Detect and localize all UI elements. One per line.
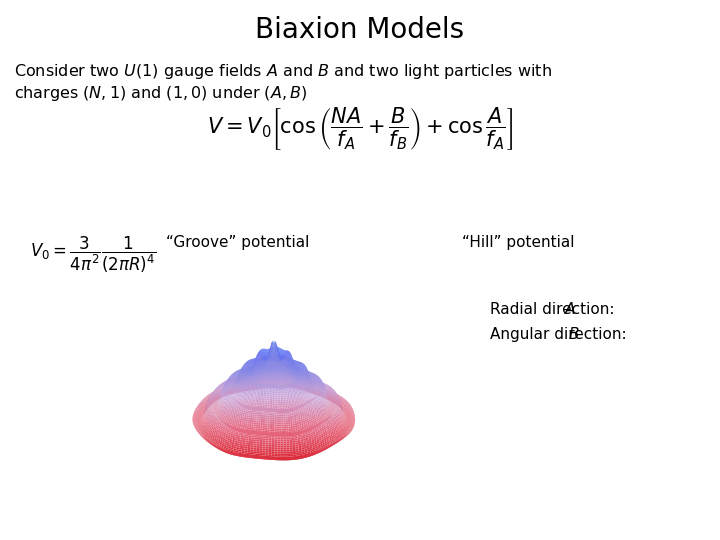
Text: “Groove” potential: “Groove” potential	[166, 235, 310, 250]
Text: Angular direction:: Angular direction:	[490, 327, 631, 342]
Text: Radial direction:: Radial direction:	[490, 302, 619, 318]
Text: $V = V_0\left[\cos\left(\dfrac{NA}{f_A} + \dfrac{B}{f_B}\right) + \cos\dfrac{A}{: $V = V_0\left[\cos\left(\dfrac{NA}{f_A} …	[207, 105, 513, 152]
Text: $V_0 = \dfrac{3}{4\pi^2}\dfrac{1}{(2\pi R)^4}$: $V_0 = \dfrac{3}{4\pi^2}\dfrac{1}{(2\pi …	[30, 235, 157, 275]
Text: A: A	[564, 302, 575, 318]
Text: “Hill” potential: “Hill” potential	[462, 235, 575, 250]
Text: charges $(N, 1)$ and $(1, 0)$ under $(A, B)$: charges $(N, 1)$ and $(1, 0)$ under $(A,…	[14, 84, 307, 103]
Text: Consider two $U(1)$ gauge fields $A$ and $B$ and two light particles with: Consider two $U(1)$ gauge fields $A$ and…	[14, 62, 552, 81]
Text: B: B	[569, 327, 580, 342]
Text: Biaxion Models: Biaxion Models	[256, 16, 464, 44]
